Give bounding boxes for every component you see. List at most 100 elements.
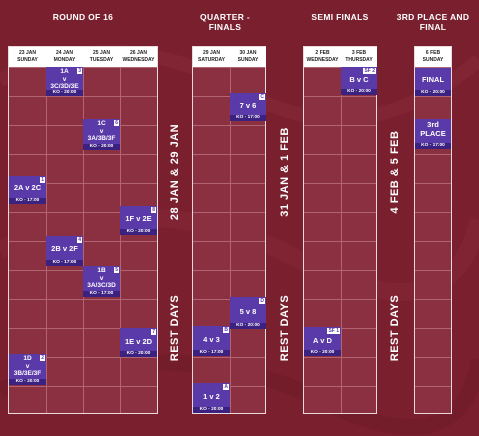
kickoff-time: KO - 17:00 (415, 142, 451, 149)
grid-line (193, 299, 265, 300)
grid-line (193, 154, 265, 155)
match-number-badge: SF 2 (363, 68, 376, 74)
match-label: 3B/3E/3F (13, 370, 42, 377)
match-8[interactable]: 8 1F v 2E KO - 20:00 (120, 206, 157, 235)
r16-rest-dates: 28 JAN & 29 JAN (169, 123, 181, 221)
day-header: 26 JAN WEDNESDAY (120, 47, 157, 67)
grid-line (415, 386, 451, 387)
qf-match-b[interactable]: B 4 v 3 KO - 17:00 (193, 326, 230, 356)
day-header: 2 FEB WEDNESDAY (304, 47, 341, 67)
grid-line (415, 299, 451, 300)
round-of-16-title: ROUND OF 16 (52, 12, 114, 22)
third-place-match[interactable]: 3rd PLACE KO - 17:00 (415, 119, 451, 149)
match-label: 4 v 3 (203, 335, 220, 344)
match-label: 3A/3C/3D (87, 282, 116, 289)
grid-line (9, 212, 157, 213)
day-header: 30 JAN SUNDAY (230, 47, 266, 67)
match-label: 3A/3B/3F (87, 135, 116, 142)
match-1[interactable]: 1 2A v 2C KO - 17:00 (9, 176, 46, 204)
match-number-badge: 5 (114, 267, 119, 273)
grid-line (415, 328, 451, 329)
final-match[interactable]: FINAL KO - 20:00 (415, 68, 451, 96)
grid-line (304, 357, 376, 358)
match-label: 3C/3D/3E (50, 83, 79, 90)
match-number-badge: 8 (151, 207, 156, 213)
kickoff-time: KO - 20:00 (415, 89, 451, 96)
grid-line (193, 96, 265, 97)
kickoff-time: KO - 20:00 (46, 89, 83, 96)
grid-line (120, 67, 121, 413)
kickoff-time: KO - 20:00 (304, 349, 341, 356)
day-header: 6 FEB SUNDAY (415, 47, 451, 67)
grid-line (415, 270, 451, 271)
grid-line (9, 96, 157, 97)
quarter-finals-grid: 29 JAN SATURDAY 30 JAN SUNDAY C 7 v 6 KO -… (192, 46, 266, 414)
match-label: 2A v 2C (13, 183, 42, 192)
grid-line (415, 67, 451, 68)
kickoff-time: KO - 20:00 (341, 88, 377, 95)
kickoff-time: KO - 20:00 (120, 350, 157, 357)
qf-match-d[interactable]: D 5 v 8 KO - 20:00 (230, 297, 266, 329)
match-label: 1B (97, 267, 106, 274)
grid-line (415, 154, 451, 155)
sf-rest-days-label: REST DAYS (389, 294, 401, 362)
match-4[interactable]: 4 2B v 2F KO - 17:00 (46, 236, 83, 266)
match-label: 3rd (427, 120, 439, 129)
qf-match-c[interactable]: C 7 v 6 KO - 17:00 (230, 93, 266, 121)
match-label: 1F v 2E (125, 214, 152, 223)
grid-line (304, 299, 376, 300)
grid-line (193, 241, 265, 242)
match-label: v (62, 75, 67, 83)
match-label: 1A (60, 68, 69, 75)
sf-rest-dates: 4 FEB & 5 FEB (389, 130, 401, 214)
match-7[interactable]: 7 1E v 2D KO - 20:00 (120, 328, 157, 357)
kickoff-time: KO - 17:00 (230, 114, 266, 121)
quarter-finals-title: QUARTER - FINALS (200, 12, 250, 32)
grid-line (304, 154, 376, 155)
kickoff-time: KO - 17:00 (83, 290, 120, 297)
day-header: 23 JAN SUNDAY (9, 47, 46, 67)
match-label: 2B v 2F (51, 244, 78, 253)
match-2[interactable]: 2 1D v 3B/3E/3F KO - 20:00 (9, 354, 46, 385)
match-label: FINAL (421, 75, 445, 84)
sf-match-2[interactable]: SF 2 B v C KO - 20:00 (341, 67, 377, 95)
qf-match-a[interactable]: A 1 v 2 KO - 20:00 (193, 383, 230, 413)
grid-line (193, 183, 265, 184)
grid-line (9, 67, 157, 68)
final-title: 3RD PLACE AND FINAL (396, 12, 470, 32)
match-label: 1 v 2 (203, 392, 220, 401)
grid-line (304, 270, 376, 271)
match-label: 1E v 2D (124, 337, 153, 346)
grid-line (230, 67, 231, 413)
day-header: 25 JAN TUESDAY (83, 47, 120, 67)
match-label: v (99, 127, 104, 135)
match-label: 1D (23, 355, 32, 362)
match-letter-badge: A (223, 384, 229, 390)
grid-line (9, 154, 157, 155)
match-5[interactable]: 5 1B v 3A/3C/3D KO - 17:00 (83, 266, 120, 297)
match-label: 1C (97, 120, 106, 127)
kickoff-time: KO - 20:00 (9, 378, 46, 385)
match-letter-badge: D (259, 298, 265, 304)
match-3[interactable]: 3 1A v 3C/3D/3E KO - 20:00 (46, 67, 83, 96)
grid-line (9, 386, 157, 387)
grid-line (415, 241, 451, 242)
match-label: 7 v 6 (239, 101, 257, 110)
match-label: A v D (313, 336, 332, 345)
grid-line (193, 357, 265, 358)
match-6[interactable]: 6 1C v 3A/3B/3F KO - 20:00 (83, 119, 120, 150)
grid-line (341, 67, 342, 413)
kickoff-time: KO - 20:00 (120, 228, 157, 235)
grid-line (9, 241, 157, 242)
final-grid: 6 FEB SUNDAY FINAL KO - 20:00 3rd PLACE K… (414, 46, 452, 414)
grid-line (9, 299, 157, 300)
match-number-badge: 7 (151, 329, 156, 335)
grid-line (9, 328, 157, 329)
grid-line (193, 212, 265, 213)
day-header: 29 JAN SATURDAY (193, 47, 230, 67)
match-number-badge: 2 (40, 355, 45, 361)
sf-match-1[interactable]: SF 1 A v D KO - 20:00 (304, 327, 341, 356)
kickoff-time: KO - 20:00 (83, 143, 120, 150)
grid-line (304, 386, 376, 387)
match-number-badge: 6 (114, 120, 119, 126)
